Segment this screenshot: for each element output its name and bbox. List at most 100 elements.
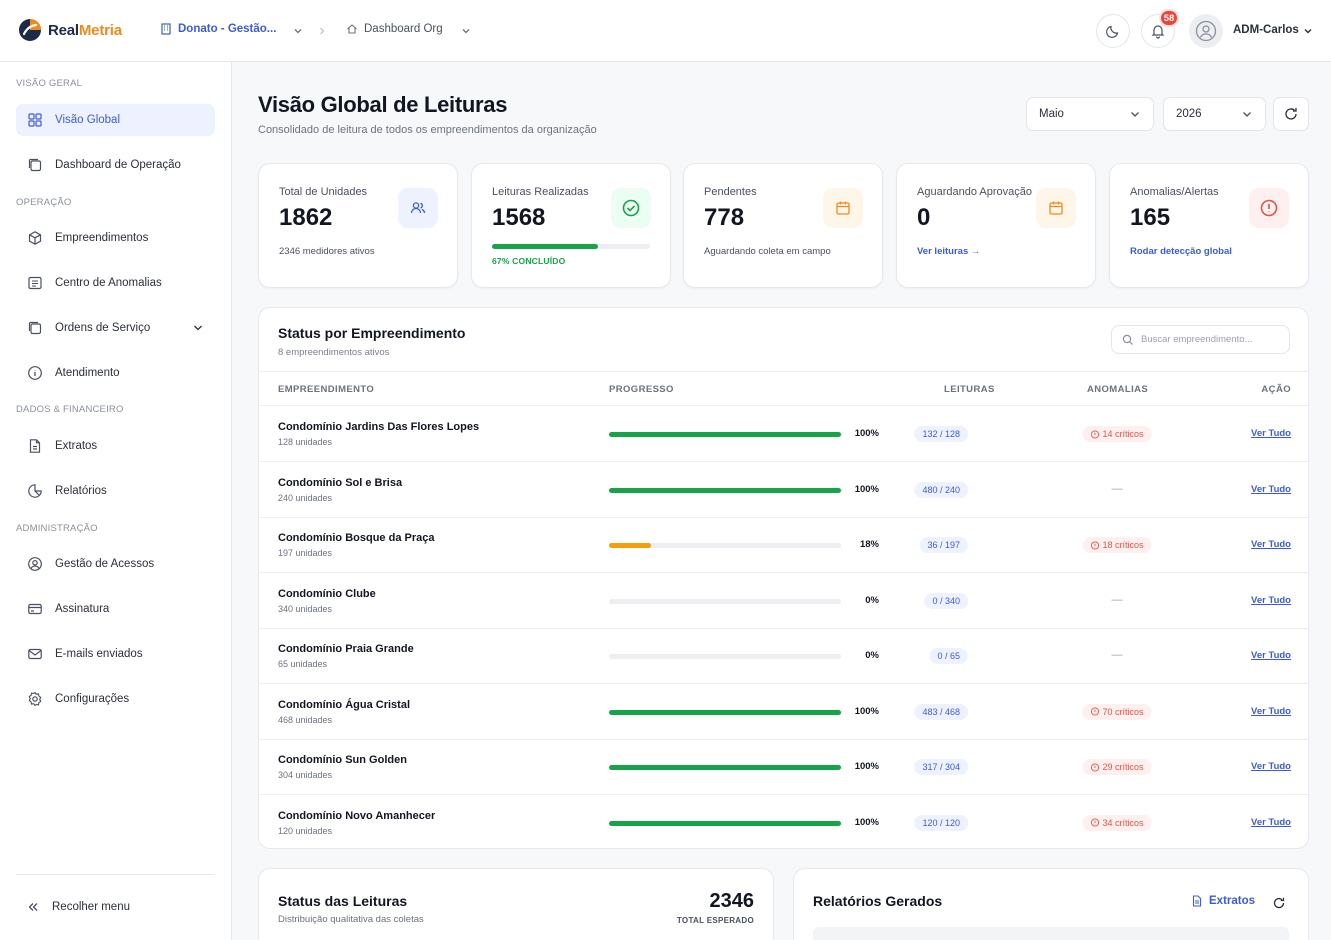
card-title: Status das Leituras [278, 893, 408, 909]
stat-card-anomalias: Anomalias/Alertas 165 Rodar detecção glo… [1109, 163, 1309, 288]
year-select[interactable]: 2026 [1163, 97, 1266, 131]
chevrons-left-icon [28, 903, 38, 911]
sidebar-item-label: Centro de Anomalias [55, 277, 162, 289]
column-header: LEITURAS [944, 384, 995, 395]
copy-icon [26, 319, 44, 337]
mail-icon [26, 645, 44, 663]
chevron-down-icon[interactable] [191, 321, 205, 335]
breadcrumb-page-label: Dashboard Org [364, 23, 443, 35]
anomalies-badge: 18 críticos [1082, 537, 1152, 553]
card-icon [26, 600, 44, 618]
ver-tudo-link[interactable]: Ver Tudo [1251, 816, 1291, 828]
progress-bar [609, 432, 841, 437]
ver-tudo-link[interactable]: Ver Tudo [1251, 650, 1291, 661]
collapse-menu-button[interactable]: Recolher menu [26, 900, 130, 914]
ver-tudo-link[interactable]: Ver Tudo [1251, 483, 1291, 495]
anomalies-text: 70 críticos [1102, 706, 1144, 717]
breadcrumb-page[interactable]: Dashboard Org [346, 23, 443, 35]
sidebar-item-extratos[interactable]: Extratos [16, 430, 215, 462]
ver-tudo-link[interactable]: Ver Tudo [1251, 428, 1291, 439]
sidebar-item-relatorios[interactable]: Relatórios [16, 475, 215, 507]
rodar-deteccao-link[interactable]: Rodar detecção global [1130, 246, 1232, 257]
progress-bar-fill [609, 432, 841, 437]
section-label-operacao: OPERAÇÃO [16, 197, 72, 208]
table-row: Condomínio Bosque da Praça 197 unidades 18… [259, 518, 1308, 573]
sidebar-item-ordens-servico[interactable]: Ordens de Serviço [16, 312, 215, 344]
sidebar-item-empreendimentos[interactable]: Empreendimentos [16, 222, 215, 254]
sidebar: VISÃO GERAL Visão Global Dashboard de Op… [0, 62, 232, 940]
stat-label: Pendentes [704, 186, 757, 198]
readings-badge: 480 / 240 [914, 481, 969, 498]
avatar[interactable] [1189, 14, 1223, 48]
progress-bar-fill [609, 487, 841, 493]
progress-bar [609, 598, 841, 604]
progress-percent: 100% [854, 705, 879, 717]
alert-circle-icon [1090, 762, 1100, 772]
sidebar-item-dashboard-operacao[interactable]: Dashboard de Operação [16, 149, 215, 181]
search-box[interactable] [1111, 325, 1290, 354]
ver-tudo-link[interactable]: Ver Tudo [1251, 761, 1291, 772]
anomalies-badge: 34 críticos [1082, 814, 1152, 831]
readings-badge: 0 / 340 [924, 592, 968, 609]
stat-card-aguardando-aprovacao: Aguardando Aprovação 0 Ver leituras → [896, 163, 1096, 288]
breadcrumb-org[interactable]: Donato - Gestão... [160, 23, 276, 35]
extratos-link[interactable]: Extratos [1191, 895, 1255, 907]
refresh-button[interactable] [1273, 97, 1309, 131]
anomalies-text: 29 críticos [1102, 762, 1144, 772]
progress-percent: 0% [865, 594, 879, 606]
reports-list-placeholder [813, 927, 1289, 940]
progress-bar-fill [609, 543, 651, 548]
anomalies-empty: — [1111, 593, 1123, 606]
anomalies-text: 14 críticos [1102, 429, 1144, 439]
chevron-down-icon[interactable] [460, 25, 472, 37]
stat-label: Leituras Realizadas [492, 186, 589, 198]
logo[interactable]: RealMetria [18, 18, 122, 42]
user-name[interactable]: ADM-Carlos [1233, 24, 1299, 36]
readings-badge: 120 / 120 [914, 814, 969, 831]
sidebar-item-emails[interactable]: E-mails enviados [16, 638, 215, 670]
ver-leituras-link[interactable]: Ver leituras → [917, 246, 981, 257]
readings-badge: 317 / 304 [914, 759, 969, 775]
readings-badge: 36 / 197 [919, 537, 968, 553]
stat-label: Total de Unidades [279, 186, 368, 198]
progress-bar [609, 709, 841, 715]
column-header: PROGRESSO [609, 384, 674, 395]
stat-label: Anomalias/Alertas [1130, 186, 1219, 198]
sidebar-item-assinatura[interactable]: Assinatura [16, 593, 215, 625]
refresh-icon[interactable] [1272, 896, 1286, 910]
file-icon [26, 437, 44, 455]
anomalies-empty: — [1111, 649, 1123, 661]
user-circle-icon [26, 555, 44, 573]
theme-toggle-button[interactable] [1096, 14, 1130, 48]
pie-icon [26, 482, 44, 500]
stat-card-pendentes: Pendentes 778 Aguardando coleta em campo [683, 163, 883, 288]
gear-icon [26, 690, 44, 708]
ver-tudo-link[interactable]: Ver Tudo [1251, 594, 1291, 606]
refresh-icon [1285, 108, 1297, 120]
project-name: Condomínio Novo Amanhecer [278, 809, 436, 822]
sidebar-item-label: Empreendimentos [55, 232, 149, 244]
ver-tudo-link[interactable]: Ver Tudo [1251, 705, 1291, 717]
chevron-down-icon[interactable] [292, 25, 304, 37]
chevron-down-icon[interactable] [1302, 25, 1314, 37]
sidebar-item-gestao-acessos[interactable]: Gestão de Acessos [16, 548, 215, 580]
stat-sub: 2346 medidores ativos [279, 246, 375, 257]
extratos-link-label: Extratos [1209, 895, 1256, 907]
stat-label: Aguardando Aprovação [917, 186, 1032, 198]
anomalies-badge: 70 críticos [1082, 703, 1152, 720]
year-select-value: 2026 [1176, 108, 1202, 120]
top-bar: RealMetria Donato - Gestão... Dashboard … [0, 0, 1331, 62]
sidebar-item-configuracoes[interactable]: Configurações [16, 683, 215, 715]
alert-circle-icon [1090, 540, 1100, 550]
sidebar-item-centro-anomalias[interactable]: Centro de Anomalias [16, 267, 215, 299]
total-expected-label: TOTAL ESPERADO [676, 916, 754, 925]
project-name: Condomínio Praia Grande [278, 643, 414, 655]
sidebar-item-visao-global[interactable]: Visão Global [16, 104, 215, 136]
sidebar-item-atendimento[interactable]: Atendimento [16, 357, 215, 389]
readings-badge: 483 / 468 [914, 703, 969, 720]
search-input[interactable] [1141, 334, 1281, 345]
ver-tudo-link[interactable]: Ver Tudo [1251, 539, 1291, 550]
sidebar-item-label: Relatórios [55, 485, 107, 497]
anomalies-empty: — [1111, 482, 1123, 495]
month-select[interactable]: Maio [1026, 97, 1154, 131]
